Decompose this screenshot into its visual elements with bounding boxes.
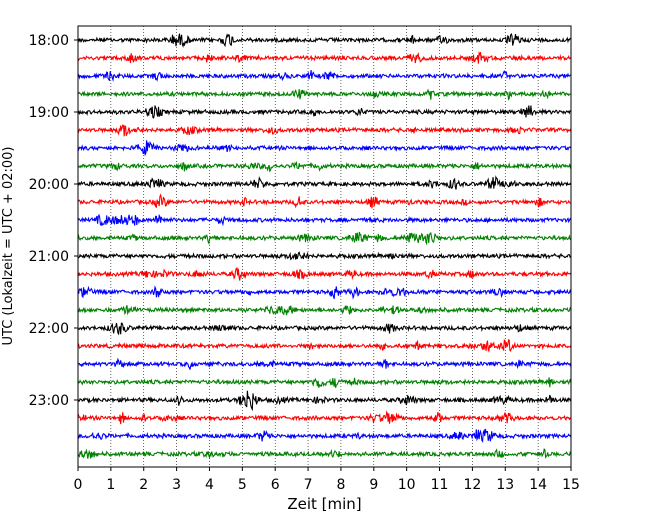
seismic-trace — [77, 339, 572, 353]
seismic-trace — [77, 50, 572, 64]
x-axis-label: Zeit [min] — [287, 495, 361, 513]
seismic-trace — [77, 160, 572, 173]
y-tick-label: 18:00 — [29, 33, 69, 49]
seismic-trace — [77, 69, 571, 82]
seismic-trace — [77, 448, 572, 460]
seismic-trace — [77, 32, 571, 48]
seismic-trace — [77, 175, 572, 190]
x-tick-label: 3 — [172, 477, 181, 493]
x-tick-label: 8 — [336, 477, 345, 493]
seismic-trace — [77, 140, 572, 157]
x-tick-label: 7 — [304, 477, 313, 493]
x-tick-label: 14 — [529, 477, 547, 493]
x-tick-label: 12 — [463, 477, 481, 493]
x-tick-label: 5 — [238, 477, 247, 493]
y-tick-label: 20:00 — [29, 177, 69, 193]
x-tick-label: 10 — [398, 477, 416, 493]
x-tick-label: 1 — [106, 477, 115, 493]
y-tick-label: 21:00 — [29, 249, 69, 265]
y-tick-label: 23:00 — [29, 393, 69, 409]
seismic-trace — [77, 285, 572, 300]
x-tick-label: 4 — [205, 477, 214, 493]
y-tick-label: 22:00 — [29, 321, 69, 337]
seismic-trace — [77, 231, 572, 246]
seismic-trace — [77, 357, 572, 370]
x-tick-label: 13 — [496, 477, 514, 493]
y-tick-label: 19:00 — [29, 105, 69, 121]
seismic-trace — [77, 377, 572, 388]
seismic-trace — [77, 410, 572, 425]
seismic-trace — [77, 105, 571, 119]
trace-group — [77, 32, 572, 460]
x-axis: 0 1 2 3 4 5 6 7 8 9 10 11 12 13 14 15 — [74, 467, 580, 493]
seismic-trace — [77, 124, 572, 137]
y-axis-label: UTC (Lokalzeit = UTC + 02:00) — [1, 147, 16, 346]
seismic-trace — [77, 305, 572, 316]
x-tick-label: 11 — [431, 477, 449, 493]
plot-frame — [77, 25, 572, 468]
y-axis: 18:00 19:00 20:00 21:00 22:00 23:00 — [29, 33, 78, 409]
seismic-trace — [77, 88, 571, 101]
x-tick-label: 9 — [369, 477, 378, 493]
seismic-trace — [77, 251, 572, 261]
seismic-trace — [77, 193, 571, 209]
seismic-trace — [77, 213, 572, 227]
x-tick-label: 15 — [562, 477, 580, 493]
x-tick-label: 2 — [139, 477, 148, 493]
x-tick-label: 6 — [271, 477, 280, 493]
seismic-trace — [77, 267, 572, 281]
seismic-trace — [77, 390, 572, 412]
x-tick-label: 0 — [74, 477, 83, 493]
seismic-trace — [77, 428, 572, 443]
seismic-trace — [77, 322, 572, 336]
